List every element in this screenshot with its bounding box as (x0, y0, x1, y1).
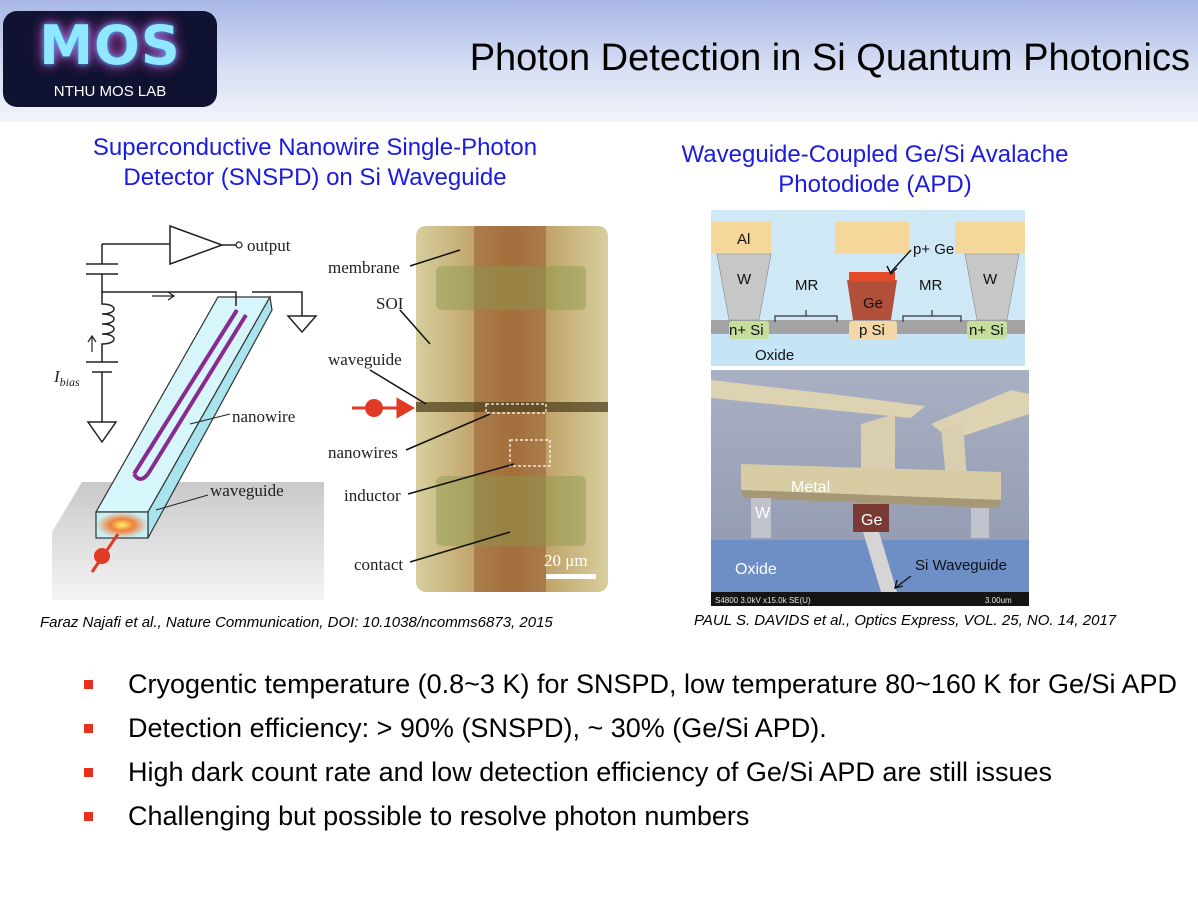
metal-label: Metal (791, 479, 830, 496)
membrane-label: membrane (328, 258, 400, 277)
w-right-label: W (983, 271, 998, 288)
ground-symbol (252, 291, 318, 334)
bullet-item: Challenging but possible to resolve phot… (84, 800, 1194, 833)
logo-subtitle: NTHU MOS LAB (53, 83, 167, 100)
waveguide-mode-profile (95, 511, 149, 539)
sem-footer-right: 3.00um (985, 596, 1012, 605)
snspd-caption-line1: Superconductive Nanowire Single-Photon (92, 134, 538, 161)
ibias-label: Ibias (53, 367, 80, 389)
bullet-item: Detection efficiency: > 90% (SNSPD), ~ 3… (84, 712, 1194, 745)
key-points-list: Cryogentic temperature (0.8~3 K) for SNS… (84, 668, 1194, 844)
scale-bar-label: 20 μm (544, 551, 588, 570)
amplifier (169, 224, 225, 266)
w-sem-label: W (755, 505, 771, 522)
apd-caption: Waveguide-Coupled Ge/Si Avalache Photodi… (620, 140, 1130, 200)
ge-sem-label: Ge (861, 512, 882, 529)
nanowires-label: nanowires (328, 443, 398, 462)
si-waveguide-label: Si Waveguide (915, 557, 1007, 574)
soi-label: SOI (376, 294, 404, 313)
snspd-citation: Faraz Najafi et al., Nature Communicatio… (40, 614, 553, 631)
snspd-caption-line2: Detector (SNSPD) on Si Waveguide (123, 164, 507, 191)
contact-label: contact (354, 555, 403, 574)
waveguide-label: waveguide (210, 481, 284, 500)
apd-caption-line1: Waveguide-Coupled Ge/Si Avalache (681, 141, 1069, 168)
mr-right-label: MR (919, 277, 942, 294)
bullet-item: High dark count rate and low detection e… (84, 756, 1194, 789)
bullet-marker-icon (84, 812, 93, 821)
bullet-marker-icon (84, 724, 93, 733)
lab-logo: MOS NTHU MOS LAB (3, 11, 217, 107)
snspd-caption: Superconductive Nanowire Single-Photon D… (40, 133, 590, 193)
apd-caption-line2: Photodiode (APD) (778, 171, 972, 198)
ge-label: Ge (863, 295, 883, 312)
p-si-label: p Si (859, 322, 885, 339)
bullet-marker-icon (84, 680, 93, 689)
inductor-label: inductor (344, 486, 401, 505)
n-si-left-label: n+ Si (729, 322, 764, 339)
nanowire-region (485, 403, 547, 414)
nanowire-label: nanowire (232, 407, 295, 426)
sem-footer-left: S4800 3.0kV x15.0k SE(U) (715, 596, 811, 605)
logo-mark: MOS (39, 14, 181, 77)
mr-left-label: MR (795, 277, 818, 294)
inductor-region (509, 439, 551, 467)
apd-citation: PAUL S. DAVIDS et al., Optics Express, V… (694, 612, 1117, 629)
n-si-right-label: n+ Si (969, 322, 1004, 339)
apd-cross-section: Al p+ Ge W W MR MR Ge n+ Si p Si n+ Si O… (711, 210, 1025, 366)
nanowire-hairpin (132, 308, 248, 481)
al-label: Al (737, 231, 750, 248)
bullet-item: Cryogentic temperature (0.8~3 K) for SNS… (84, 668, 1194, 701)
apd-sem-image: Metal W Ge Oxide Si Waveguide S4800 3.0k… (711, 370, 1029, 606)
bias-circuit (86, 292, 118, 444)
oxide-label: Oxide (755, 347, 794, 364)
slide-title: Photon Detection in Si Quantum Photonics (469, 37, 1190, 79)
oxide-sem-label: Oxide (735, 561, 777, 578)
bullet-marker-icon (84, 768, 93, 777)
scale-bar (546, 574, 596, 579)
output-label: output (247, 236, 291, 255)
photon-icon (94, 548, 110, 564)
p-ge-label: p+ Ge (913, 241, 954, 258)
waveguide-line (416, 402, 608, 412)
w-left-label: W (737, 271, 752, 288)
snspd-schematic: output Ibias nanowire waveguide (52, 224, 324, 600)
waveguide-top-face (94, 296, 272, 513)
snspd-micrograph: membrane SOI waveguide nanowires inducto… (328, 226, 608, 592)
waveguide-micro-label: waveguide (328, 350, 402, 369)
